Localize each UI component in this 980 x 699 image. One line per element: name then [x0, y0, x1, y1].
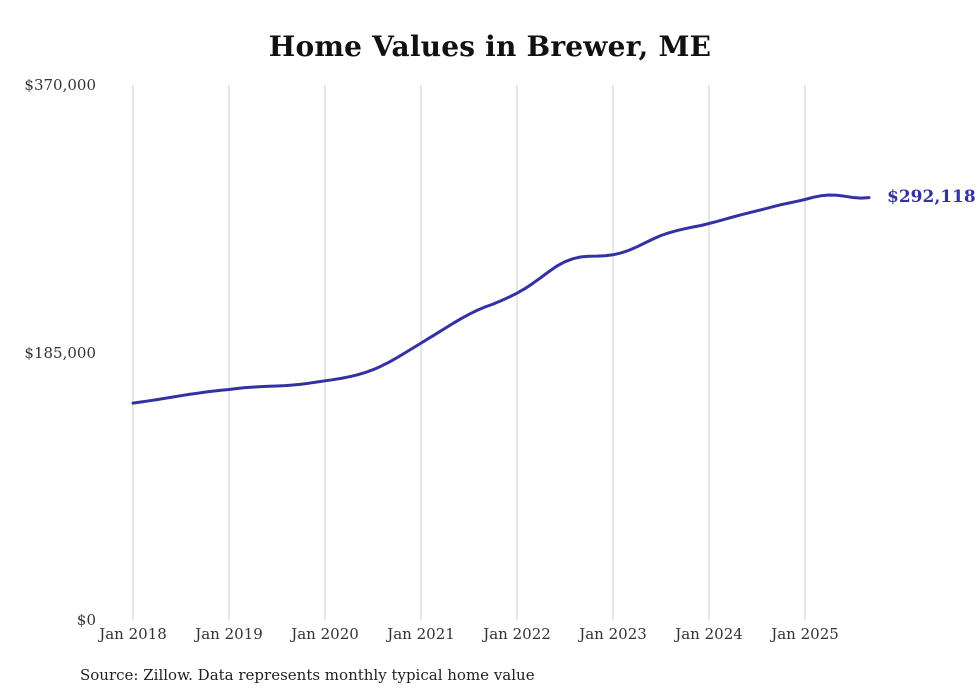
- latest-value-label: $292,118: [887, 186, 976, 207]
- x-tick-label: Jan 2024: [675, 625, 743, 643]
- x-tick-label: Jan 2025: [771, 625, 839, 643]
- y-tick-label: $185,000: [24, 343, 96, 362]
- x-tick-label: Jan 2021: [387, 625, 455, 643]
- x-tick-label: Jan 2020: [291, 625, 359, 643]
- y-tick-label: $370,000: [24, 76, 96, 94]
- y-tick-label: $0: [76, 611, 96, 629]
- x-tick-label: Jan 2023: [579, 625, 647, 643]
- x-tick-label: Jan 2019: [195, 625, 263, 643]
- home-value-line: [131, 193, 871, 405]
- x-tick-label: Jan 2018: [99, 625, 167, 643]
- x-tick-label: Jan 2022: [483, 625, 551, 643]
- chart-title: Home Values in Brewer, ME: [268, 30, 712, 63]
- source-note: Source: Zillow. Data represents monthly …: [80, 666, 535, 684]
